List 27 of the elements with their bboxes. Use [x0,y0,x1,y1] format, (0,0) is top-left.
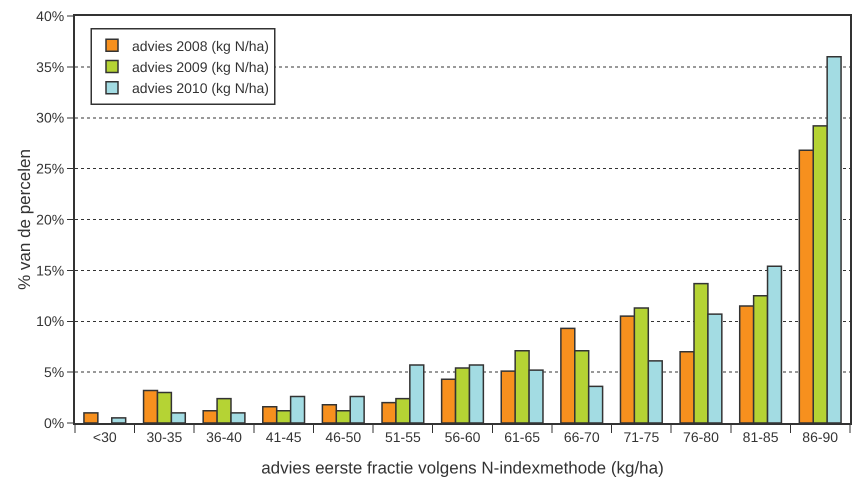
x-axis-title: advies eerste fractie volgens N-indexmethode (kg/ha) [261,458,664,478]
legend-label: advies 2009 (kg N/ha) [132,58,269,75]
x-tick-label: 41-45 [266,428,302,445]
y-tick-label: 30% [36,110,64,126]
x-tick-label: 86-90 [802,428,838,445]
y-tick-label: 0% [44,414,64,431]
y-tick-label: 25% [36,160,64,177]
legend-label: advies 2010 (kg N/ha) [132,80,269,96]
legend-label: advies 2008 (kg N/ha) [132,38,269,54]
y-tick-label: 20% [36,211,64,228]
y-tick-label: 10% [36,313,64,330]
y-tick-label: 40% [36,8,64,24]
y-tick-label: 5% [44,364,64,380]
x-tick-label: 30-35 [146,428,183,445]
y-tick-label: 35% [36,58,64,75]
y-axis-title: % van de percelen [15,149,34,290]
x-tick-label: 56-60 [444,428,481,445]
x-tick-label: 66-70 [564,428,600,445]
x-tick-label: 36-40 [206,428,242,445]
x-tick-label: <30 [92,428,117,445]
x-tick-label: 51-55 [384,428,421,445]
x-tick-label: 61-65 [504,428,540,445]
y-tick-label: 15% [36,262,64,278]
x-tick-label: 71-75 [623,428,660,445]
x-tick-label: 76-80 [683,428,720,445]
x-tick-label: 46-50 [325,428,362,445]
x-tick-label: 81-85 [742,428,779,445]
